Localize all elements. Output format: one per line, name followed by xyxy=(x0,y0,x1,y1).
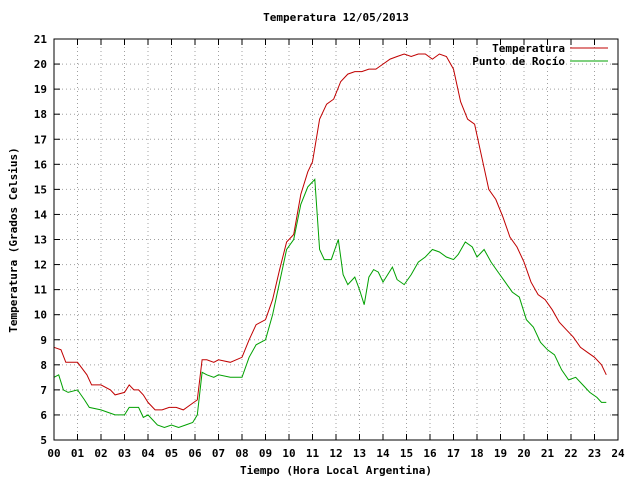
y-tick-label: 13 xyxy=(34,234,47,247)
y-tick-label: 5 xyxy=(40,434,47,447)
x-tick-labels: 00 01 02 03 04 05 06 07 08 09 10 11 12 13 14 15 16 17 18 19… xyxy=(47,447,625,460)
x-axis-label: Tiempo (Hora Local Argentina) xyxy=(240,464,432,477)
x-tick-label: 13 xyxy=(353,447,366,460)
x-tick-label: 03 xyxy=(118,447,131,460)
x-tick-label: 00 xyxy=(47,447,60,460)
x-tick-label: 19 xyxy=(494,447,507,460)
x-tick-label: 02 xyxy=(94,447,107,460)
x-tick-label: 17 xyxy=(447,447,460,460)
x-tick-label: 24 xyxy=(611,447,625,460)
grid xyxy=(54,39,618,440)
chart-title: Temperatura 12/05/2013 xyxy=(263,11,409,24)
x-tick-label: 01 xyxy=(71,447,85,460)
y-tick-labels: 5 6 7 8 9 10 11 12 13 14 15 16 17 18 19 20 21 xyxy=(34,33,48,447)
x-tick-label: 12 xyxy=(329,447,342,460)
y-tick-label: 20 xyxy=(34,58,47,71)
x-tick-label: 21 xyxy=(541,447,555,460)
y-tick-label: 7 xyxy=(40,384,47,397)
y-tick-label: 8 xyxy=(40,359,47,372)
axis-ticks xyxy=(53,38,619,441)
x-tick-label: 22 xyxy=(564,447,577,460)
x-tick-label: 18 xyxy=(470,447,483,460)
x-tick-label: 20 xyxy=(517,447,530,460)
x-tick-label: 16 xyxy=(423,447,437,460)
legend-label-punto-de-rocio: Punto de Rocío xyxy=(472,55,565,68)
x-tick-label: 11 xyxy=(306,447,320,460)
x-tick-label: 04 xyxy=(141,447,155,460)
y-tick-label: 19 xyxy=(34,83,47,96)
x-tick-label: 09 xyxy=(259,447,272,460)
series-line-temperatura xyxy=(53,53,607,411)
legend: Temperatura Punto de Rocío xyxy=(472,42,608,68)
series-line-punto-de-rocio xyxy=(53,178,607,429)
y-tick-label: 10 xyxy=(34,309,47,322)
y-axis-label: Temperatura (Grados Celsius) xyxy=(7,147,20,332)
x-tick-label: 05 xyxy=(165,447,178,460)
y-tick-label: 11 xyxy=(34,284,48,297)
x-tick-label: 07 xyxy=(212,447,225,460)
x-tick-label: 15 xyxy=(400,447,413,460)
x-tick-label: 23 xyxy=(588,447,601,460)
y-tick-label: 14 xyxy=(34,208,48,221)
y-tick-label: 18 xyxy=(34,108,47,121)
y-tick-label: 12 xyxy=(34,259,47,272)
y-tick-label: 16 xyxy=(34,158,48,171)
y-tick-label: 15 xyxy=(34,183,47,196)
x-tick-label: 08 xyxy=(235,447,248,460)
y-tick-label: 21 xyxy=(34,33,48,46)
y-tick-label: 9 xyxy=(40,334,47,347)
series-layer xyxy=(53,53,607,429)
x-tick-label: 06 xyxy=(188,447,202,460)
y-tick-label: 6 xyxy=(40,409,47,422)
x-tick-label: 14 xyxy=(376,447,390,460)
x-tick-label: 10 xyxy=(282,447,295,460)
legend-label-temperatura: Temperatura xyxy=(492,42,565,55)
y-tick-label: 17 xyxy=(34,133,47,146)
